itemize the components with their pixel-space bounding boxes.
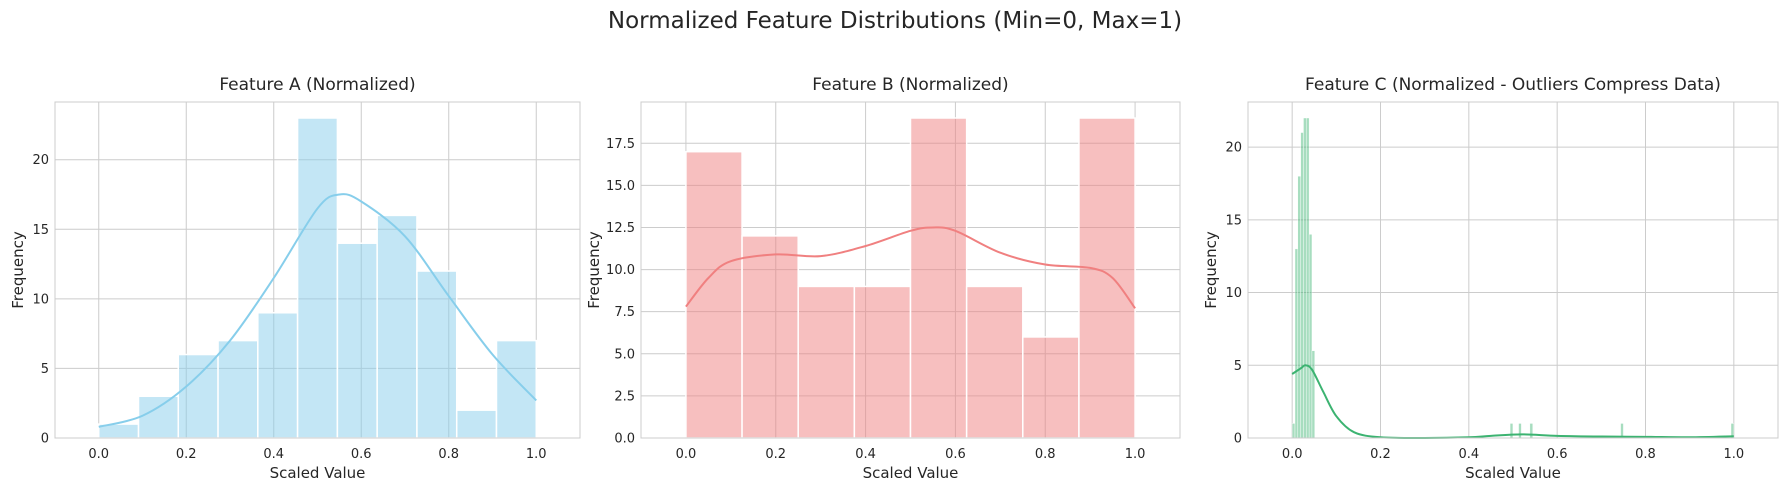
- histogram-bar: [336, 242, 378, 439]
- chart-title: Feature B (Normalized): [812, 75, 1008, 95]
- histogram-bar: [177, 353, 219, 439]
- x-axis-label: Scaled Value: [1465, 464, 1561, 482]
- histogram-bar: [1294, 248, 1299, 439]
- histogram-bar: [1022, 336, 1080, 439]
- x-tick-label: 0.8: [438, 447, 459, 462]
- x-axis-label: Scaled Value: [270, 464, 366, 482]
- x-tick-label: 0.4: [1458, 447, 1479, 462]
- histogram-bar: [1078, 117, 1136, 439]
- histogram-bar: [1529, 423, 1533, 439]
- charts: 0.0 0.2 0.4 0.6 0.8 1.0 0 5 10 15 20 Feature A (Nor…: [9, 75, 1779, 482]
- figure-title: Normalized Feature Distributions (Min=0,…: [608, 8, 1182, 34]
- histogram-bar: [257, 312, 299, 439]
- y-tick-label: 10: [1225, 286, 1242, 301]
- histogram-bar: [1297, 175, 1301, 439]
- y-tick-label: 5.0: [614, 347, 635, 362]
- y-tick-label: 12.5: [606, 221, 635, 236]
- histogram-bar: [853, 285, 912, 439]
- histogram-bar: [1300, 132, 1304, 439]
- y-tick-label: 5: [41, 362, 49, 377]
- x-tick-label: 0.8: [1635, 447, 1656, 462]
- x-tick-label: 0.8: [1035, 447, 1056, 462]
- y-tick-label: 15.0: [606, 179, 635, 194]
- axes-frame: [640, 101, 1181, 439]
- x-tick-label: 0.6: [1547, 447, 1568, 462]
- histogram-bar: [1308, 234, 1313, 439]
- histogram-bar: [965, 285, 1024, 439]
- histogram-bar: [137, 395, 180, 439]
- y-tick-label: 15: [32, 223, 49, 238]
- histogram-bar: [1311, 350, 1315, 439]
- y-axis-label: Frequency: [9, 231, 27, 309]
- x-tick-label: 0.0: [88, 447, 109, 462]
- chart-panel-3: 0.0 0.2 0.4 0.6 0.8 1.0 0 5 10 15 20 Feature C (Nor…: [1202, 75, 1779, 482]
- histogram-bar: [296, 117, 339, 439]
- axes-frame: [1247, 101, 1779, 439]
- x-tick-label: 1.0: [526, 447, 547, 462]
- y-tick-label: 17.5: [606, 137, 635, 152]
- y-tick-label: 10.0: [606, 263, 635, 278]
- histogram-bar: [797, 285, 856, 439]
- histogram-bar: [1306, 117, 1310, 439]
- x-tick-label: 0.0: [1282, 447, 1303, 462]
- histogram-bar: [1291, 423, 1296, 439]
- y-tick-label: 0.0: [614, 432, 635, 447]
- y-tick-label: 5: [1234, 359, 1242, 374]
- kde-line: [685, 226, 1136, 309]
- y-tick-label: 0: [41, 432, 49, 447]
- kde-line: [98, 193, 537, 428]
- y-tick-label: 20: [1225, 141, 1242, 156]
- x-tick-label: 0.6: [945, 447, 966, 462]
- histogram-bar: [217, 339, 259, 439]
- y-tick-label: 7.5: [614, 305, 635, 320]
- histogram-bar: [909, 117, 968, 439]
- y-tick-label: 0: [1234, 432, 1242, 447]
- histogram-bar: [495, 339, 538, 439]
- histogram-bar: [1303, 117, 1307, 439]
- y-tick-label: 2.5: [614, 389, 635, 404]
- chart-title: Feature A (Normalized): [219, 75, 415, 95]
- x-tick-label: 0.2: [1370, 447, 1391, 462]
- histogram-bar: [741, 235, 799, 439]
- x-axis-label: Scaled Value: [863, 464, 959, 482]
- chart-panel-1: 0.0 0.2 0.4 0.6 0.8 1.0 0 5 10 15 20 Feature A (Nor…: [9, 75, 581, 482]
- x-tick-label: 0.4: [855, 447, 876, 462]
- y-tick-label: 20: [32, 153, 49, 168]
- y-axis-label: Frequency: [585, 231, 603, 309]
- axes-frame: [54, 101, 581, 439]
- histogram-bar: [376, 214, 418, 439]
- x-tick-label: 1.0: [1723, 447, 1744, 462]
- histogram-bar: [455, 409, 498, 439]
- y-axis-label: Frequency: [1202, 231, 1220, 309]
- chart-panel-2: 0.0 0.2 0.4 0.6 0.8 1.0 0.0 2.5 5.0 7.5 10.0 12.5 15…: [585, 75, 1181, 482]
- x-tick-label: 1.0: [1125, 447, 1146, 462]
- chart-title: Feature C (Normalized - Outliers Compres…: [1305, 75, 1721, 95]
- x-tick-label: 0.6: [351, 447, 372, 462]
- x-tick-label: 0.4: [263, 447, 284, 462]
- x-tick-label: 0.2: [765, 447, 786, 462]
- histogram-bar: [416, 270, 458, 439]
- y-tick-label: 15: [1225, 213, 1242, 228]
- histogram-bar: [1509, 423, 1514, 439]
- x-tick-label: 0.0: [676, 447, 697, 462]
- histogram-bar: [1518, 423, 1522, 439]
- x-tick-label: 0.2: [176, 447, 197, 462]
- y-tick-label: 10: [32, 292, 49, 307]
